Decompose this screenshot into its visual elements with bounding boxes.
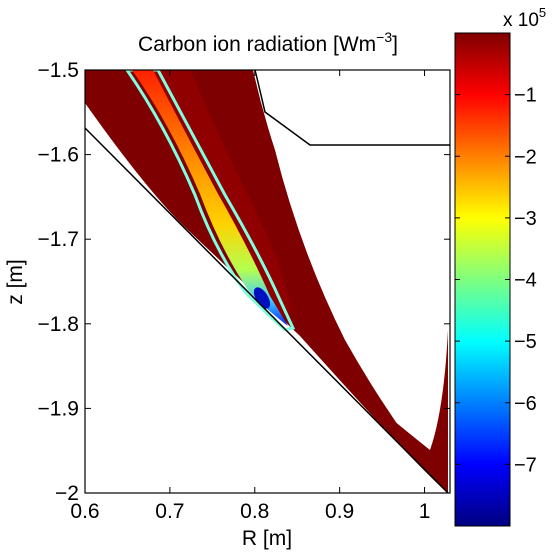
colorbar-multiplier: x 105 bbox=[503, 5, 546, 31]
colorbar-axis: −1 −2 −3 −4 −5 −6 −7 bbox=[455, 85, 537, 476]
y-tick-label: −1.5 bbox=[38, 59, 79, 82]
y-tick-label: −1.9 bbox=[38, 397, 79, 420]
x-axis-label: R [m] bbox=[242, 527, 292, 550]
colorbar-tick-label: −4 bbox=[514, 270, 537, 292]
y-axis-label: z [m] bbox=[4, 259, 27, 305]
y-tick-label: −1.7 bbox=[38, 228, 79, 251]
colorbar-tick-label: −1 bbox=[514, 85, 537, 107]
y-tick-label: −1.6 bbox=[38, 144, 79, 167]
axes-frame bbox=[84, 69, 451, 494]
x-tick-label: 0.7 bbox=[155, 500, 184, 523]
wall-line-lower bbox=[84, 127, 449, 494]
wall-line-upper bbox=[254, 69, 450, 146]
colorbar-tick-label: −3 bbox=[514, 208, 537, 230]
x-tick-label: 0.9 bbox=[325, 500, 354, 523]
x-tick-label: 0.6 bbox=[70, 500, 99, 523]
x-tick-label: 1 bbox=[419, 500, 431, 523]
chart-title: Carbon ion radiation [Wm−3] bbox=[138, 29, 398, 56]
radiation-peak bbox=[253, 287, 271, 309]
colorbar-tick-label: −7 bbox=[514, 454, 537, 476]
radiation-band-edge bbox=[125, 70, 296, 332]
domain-shade bbox=[150, 70, 292, 318]
x-axis: 0.6 0.7 0.8 0.9 1 bbox=[70, 70, 430, 523]
y-axis: −1.5 −1.6 −1.7 −1.8 −1.9 −2 bbox=[38, 59, 450, 505]
x-tick-label: 0.8 bbox=[240, 500, 269, 523]
colorbar-tick-label: −2 bbox=[514, 146, 537, 168]
colorbar bbox=[454, 32, 511, 527]
radiation-band-core bbox=[132, 70, 288, 326]
colorbar-tick-label: −5 bbox=[514, 331, 537, 353]
plot-area bbox=[85, 70, 448, 493]
colorbar-tick-label: −6 bbox=[514, 393, 537, 415]
y-tick-label: −1.8 bbox=[38, 313, 79, 336]
y-tick-label: −2 bbox=[55, 482, 79, 505]
